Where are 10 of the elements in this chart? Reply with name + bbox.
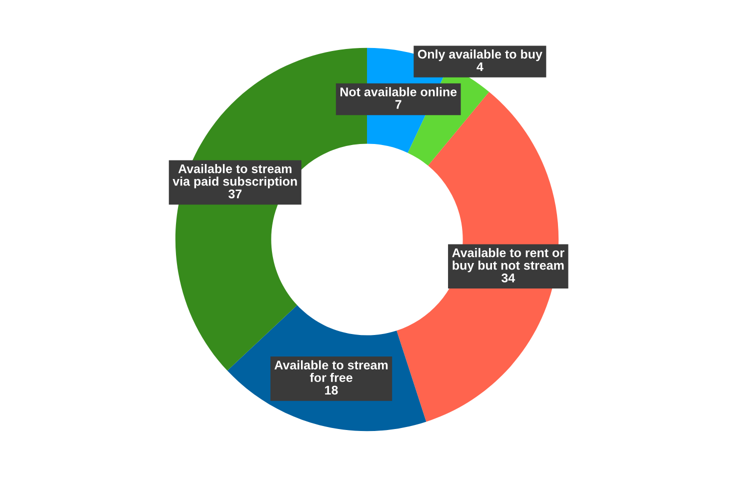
slice-label: Available to stream via paid subscription [172,164,297,188]
slice-label: Not available online [340,87,457,96]
data-label: 7 [395,100,402,109]
data-label: 34 [501,273,516,282]
slice-label: Available to rent or buy but not stream [452,248,564,272]
data-label: 18 [325,386,338,395]
slice-label: Only available to buy [418,49,542,62]
data-label: 37 [228,189,242,198]
slice-label: Available to stream for free [274,360,388,382]
data-label: 4 [476,62,484,72]
